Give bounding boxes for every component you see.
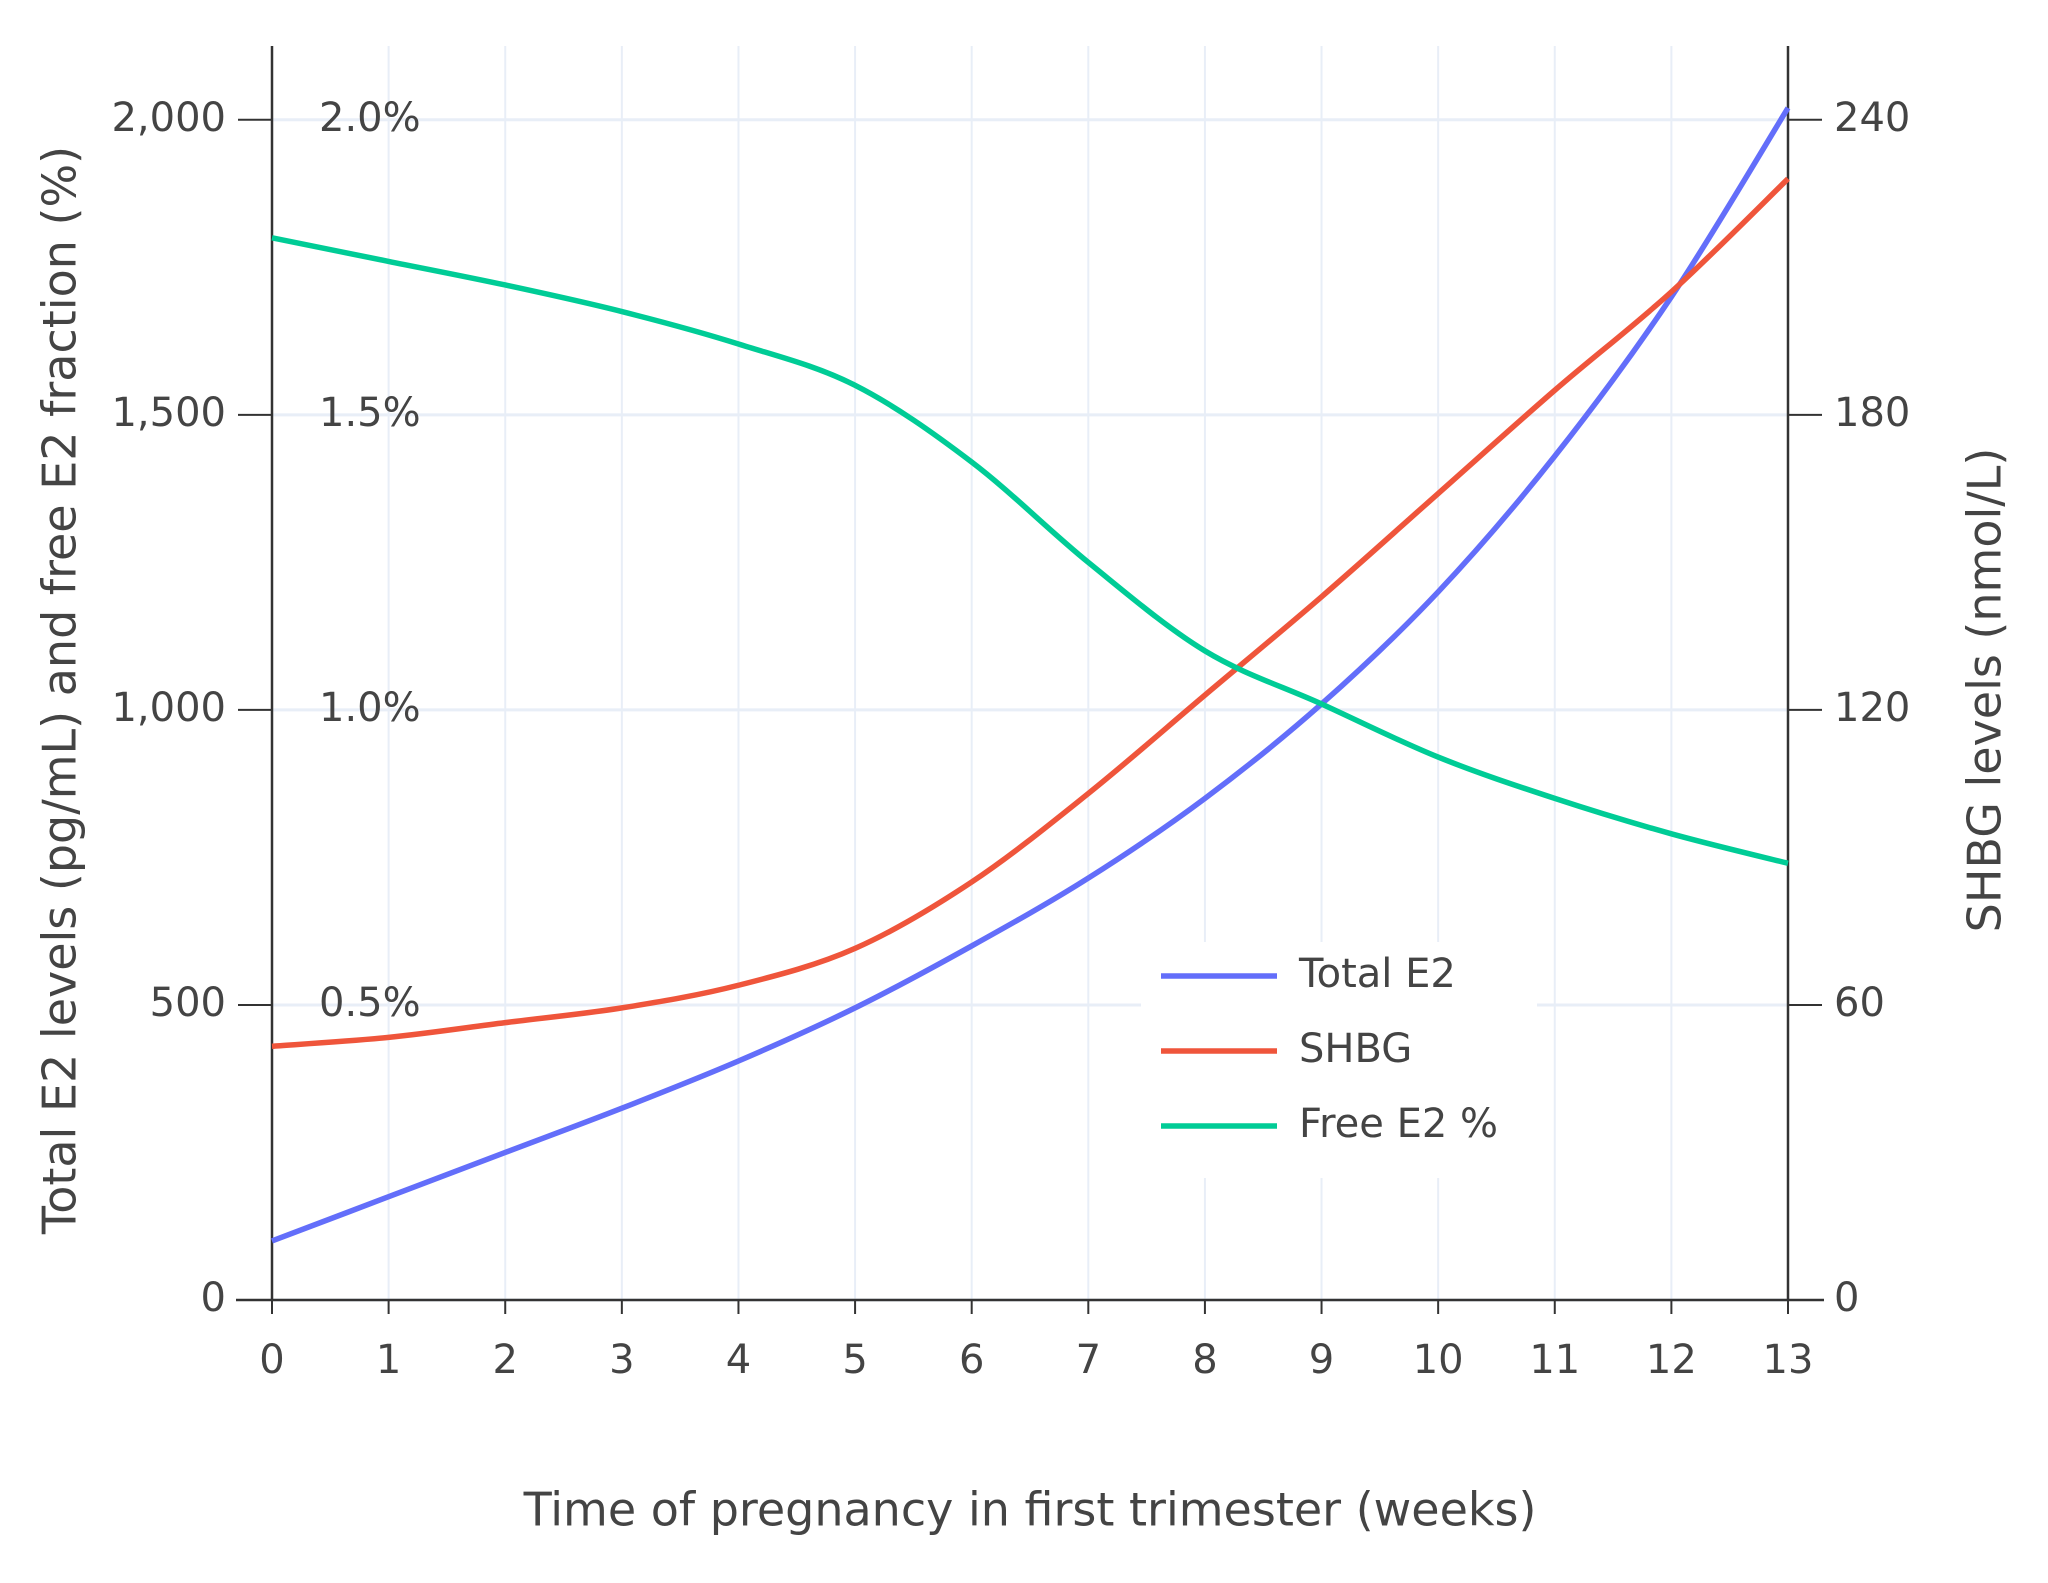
x-axis-title: Time of pregnancy in first trimester (we… bbox=[523, 1483, 1537, 1537]
x-tick-label: 7 bbox=[1076, 1337, 1101, 1383]
y3-tick-label: 1.5% bbox=[319, 390, 421, 436]
y-tick-label: 2,000 bbox=[111, 95, 226, 141]
y-tick-label: 1,000 bbox=[111, 685, 226, 731]
legend-label: SHBG bbox=[1299, 1026, 1412, 1072]
y2-axis-title: SHBG levels (nmol/L) bbox=[1958, 448, 2012, 933]
y2-tick-label: 180 bbox=[1834, 390, 1910, 436]
y2-tick-label: 240 bbox=[1834, 95, 1910, 141]
y-tick-label: 500 bbox=[150, 980, 226, 1026]
legend: Total E2 SHBG Free E2 % bbox=[1141, 942, 1537, 1178]
series-line bbox=[271, 235, 1789, 866]
legend-label: Free E2 % bbox=[1299, 1101, 1498, 1147]
x-tick-label: 6 bbox=[959, 1337, 984, 1383]
x-tick-label: 1 bbox=[376, 1337, 401, 1383]
y3-tick-label: 1.0% bbox=[319, 685, 421, 731]
y-axis-title: Total E2 levels (pg/mL) and free E2 frac… bbox=[33, 146, 87, 1235]
y-tick-label: 0 bbox=[201, 1275, 226, 1321]
x-tick-label: 5 bbox=[842, 1337, 867, 1383]
x-tick-label: 3 bbox=[609, 1337, 634, 1383]
series-line bbox=[271, 106, 1791, 1244]
x-tick-label: 9 bbox=[1309, 1337, 1334, 1383]
legend-box bbox=[1141, 942, 1537, 1178]
x-tick-label: 12 bbox=[1646, 1337, 1697, 1383]
y3-tick-label: 2.0% bbox=[319, 95, 421, 141]
x-tick-label: 8 bbox=[1192, 1337, 1217, 1383]
y-tick-label: 1,500 bbox=[111, 390, 226, 436]
y3-tick-label: 0.5% bbox=[319, 980, 421, 1026]
x-tick-label: 11 bbox=[1529, 1337, 1580, 1383]
x-tick-label: 13 bbox=[1763, 1337, 1814, 1383]
x-tick-label: 0 bbox=[259, 1337, 284, 1383]
y2-tick-label: 120 bbox=[1834, 685, 1910, 731]
y2-tick-label: 0 bbox=[1834, 1275, 1859, 1321]
x-tick-label: 10 bbox=[1413, 1337, 1464, 1383]
series-line bbox=[271, 176, 1790, 1049]
y2-tick-label: 60 bbox=[1834, 980, 1885, 1026]
x-tick-label: 4 bbox=[726, 1337, 751, 1383]
x-tick-label: 2 bbox=[493, 1337, 518, 1383]
legend-label: Total E2 bbox=[1298, 951, 1456, 997]
